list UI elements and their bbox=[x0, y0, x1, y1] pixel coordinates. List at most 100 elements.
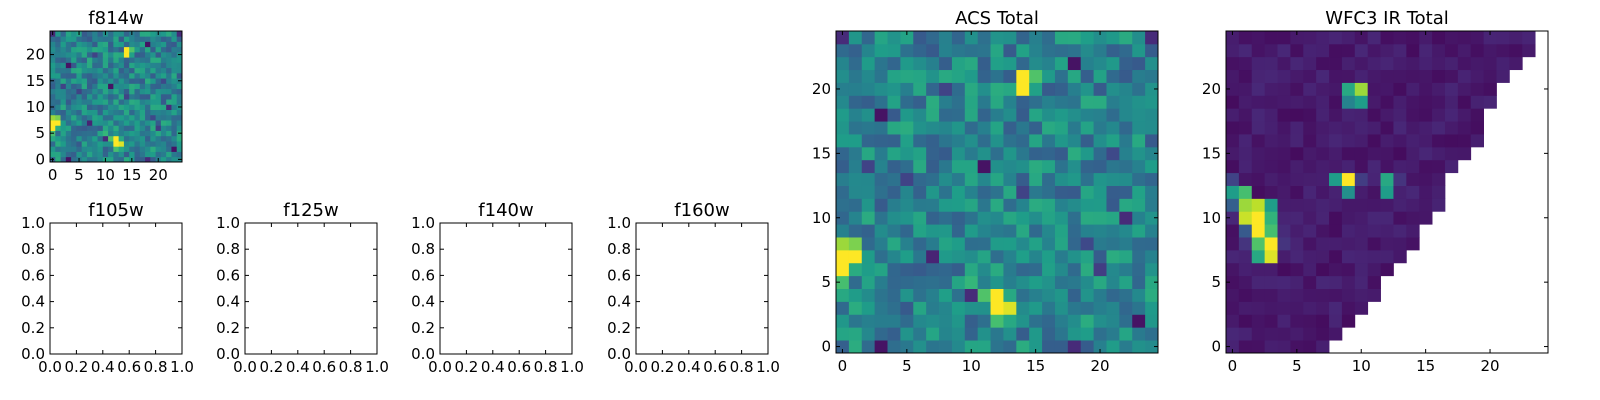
heatmap-cell bbox=[1029, 198, 1043, 212]
heatmap-cell bbox=[951, 211, 966, 225]
heatmap-cell bbox=[60, 78, 67, 84]
heatmap-cell bbox=[113, 62, 120, 69]
heatmap-cell bbox=[1393, 198, 1407, 212]
heatmap-cell bbox=[55, 156, 61, 163]
heatmap-cell bbox=[1042, 82, 1056, 96]
heatmap-cell bbox=[160, 51, 167, 58]
heatmap-cell bbox=[887, 121, 901, 135]
subplot-title: ACS Total bbox=[955, 8, 1039, 29]
heatmap-cell bbox=[1080, 69, 1094, 83]
heatmap-cell bbox=[913, 249, 927, 264]
heatmap-cell bbox=[1303, 43, 1317, 58]
heatmap-cell bbox=[134, 99, 141, 105]
heatmap-cell bbox=[171, 31, 178, 37]
heatmap-cell bbox=[1264, 262, 1278, 277]
heatmap-cell bbox=[1003, 301, 1017, 315]
heatmap-cell bbox=[155, 62, 162, 69]
heatmap-cell bbox=[1316, 31, 1330, 45]
heatmap-cell bbox=[1406, 43, 1420, 58]
heatmap-cell bbox=[874, 82, 888, 96]
heatmap-cell bbox=[977, 327, 991, 341]
heatmap-cell bbox=[1277, 340, 1291, 354]
heatmap-cell bbox=[1029, 121, 1043, 135]
heatmap-cell bbox=[139, 78, 146, 84]
heatmap-cell bbox=[76, 93, 83, 100]
heatmap-cell bbox=[1354, 56, 1369, 71]
heatmap-cell bbox=[977, 56, 991, 71]
heatmap-cell bbox=[145, 135, 151, 142]
heatmap-cell bbox=[123, 46, 130, 53]
heatmap-cell bbox=[81, 41, 88, 48]
x-tick-label: 5 bbox=[902, 357, 912, 375]
heatmap-cell bbox=[887, 82, 901, 96]
heatmap-cell bbox=[1341, 56, 1356, 71]
heatmap-cell bbox=[139, 36, 146, 42]
heatmap-cell bbox=[1145, 56, 1159, 71]
heatmap-cell bbox=[1145, 211, 1159, 225]
y-tick-label: 0 bbox=[1211, 338, 1221, 356]
heatmap-cell bbox=[1393, 211, 1407, 225]
heatmap-cell bbox=[139, 141, 146, 147]
heatmap-cell bbox=[155, 41, 162, 48]
heatmap-cell bbox=[887, 224, 901, 238]
heatmap-cell bbox=[1354, 159, 1369, 174]
heatmap-cell bbox=[1367, 134, 1381, 148]
heatmap-cell bbox=[155, 130, 162, 137]
heatmap-cell bbox=[861, 146, 876, 161]
heatmap-cell bbox=[86, 41, 93, 48]
heatmap-cell bbox=[836, 262, 850, 277]
heatmap-cell bbox=[848, 56, 863, 71]
heatmap-cell bbox=[129, 130, 135, 137]
heatmap-cell bbox=[1054, 185, 1069, 199]
heatmap-cell bbox=[874, 211, 888, 225]
heatmap-cell bbox=[108, 120, 114, 126]
heatmap-cell bbox=[1406, 95, 1420, 109]
heatmap-cell bbox=[1509, 56, 1523, 71]
heatmap-cell bbox=[92, 151, 98, 158]
heatmap-cell bbox=[97, 146, 104, 152]
heatmap-cell bbox=[50, 57, 56, 63]
heatmap-cell bbox=[1367, 56, 1381, 71]
heatmap-cell bbox=[60, 46, 67, 53]
heatmap-cell bbox=[1406, 211, 1420, 225]
heatmap-cell bbox=[118, 141, 125, 147]
heatmap-cell bbox=[160, 36, 167, 42]
heatmap-cell bbox=[134, 72, 141, 79]
y-tick-label: 0 bbox=[35, 150, 45, 168]
subplot-f125w: f125w 0.0 0.2 0.4 0.6 0.8 1.00.00.20.40.60.81… bbox=[216, 200, 389, 376]
heatmap-cell bbox=[71, 151, 77, 158]
heatmap-cell bbox=[964, 249, 979, 264]
heatmap-cell bbox=[1042, 146, 1056, 161]
heatmap-cell bbox=[129, 62, 135, 69]
heatmap-cell bbox=[102, 146, 109, 152]
heatmap-cell bbox=[1444, 82, 1459, 96]
heatmap-cell bbox=[145, 72, 151, 79]
heatmap-cell bbox=[964, 172, 979, 186]
y-tick-label: 0.2 bbox=[607, 319, 631, 337]
heatmap-cell bbox=[145, 67, 151, 74]
heatmap-cell bbox=[1119, 31, 1133, 45]
heatmap-cell bbox=[1042, 301, 1056, 315]
heatmap-cell bbox=[964, 275, 979, 289]
heatmap-cell bbox=[50, 41, 56, 48]
heatmap-cell bbox=[92, 141, 98, 147]
heatmap-cell bbox=[1003, 146, 1017, 161]
heatmap-cell bbox=[1277, 146, 1291, 161]
x-tick-label: 0.4 bbox=[91, 358, 115, 376]
heatmap-cell bbox=[55, 41, 61, 48]
heatmap-cell bbox=[1145, 301, 1159, 315]
heatmap-cell bbox=[123, 125, 130, 131]
heatmap-cell bbox=[926, 146, 940, 161]
heatmap-cell bbox=[97, 41, 104, 48]
heatmap-cell bbox=[1093, 262, 1107, 277]
heatmap-cell bbox=[81, 93, 88, 100]
heatmap-cell bbox=[118, 36, 125, 42]
heatmap-cell bbox=[1290, 327, 1304, 341]
heatmap-cell bbox=[1419, 69, 1433, 83]
heatmap-cell bbox=[1145, 327, 1159, 341]
heatmap-cell bbox=[145, 99, 151, 105]
heatmap-cell bbox=[939, 249, 953, 264]
heatmap-cell bbox=[913, 262, 927, 277]
heatmap-cell bbox=[926, 249, 940, 264]
heatmap-cell bbox=[1029, 327, 1043, 341]
